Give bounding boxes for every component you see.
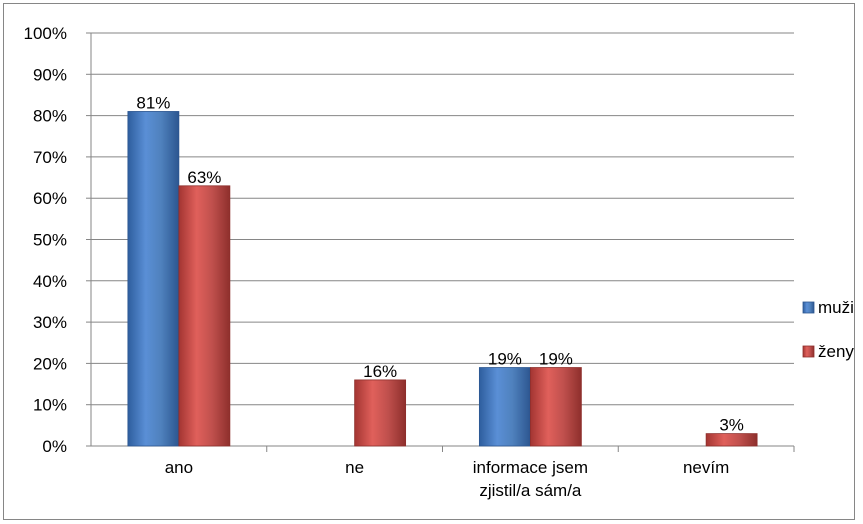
y-tick-label: 30% xyxy=(33,313,67,332)
y-tick-label: 0% xyxy=(42,437,67,456)
data-label: 3% xyxy=(719,416,744,435)
legend-swatch-ženy xyxy=(802,345,815,358)
y-tick-label: 70% xyxy=(33,148,67,167)
y-tick-label: 40% xyxy=(33,272,67,291)
data-label: 81% xyxy=(136,93,170,112)
data-labels: 81% 63% 16% 19% 19% 3% xyxy=(136,93,744,434)
data-label: 63% xyxy=(187,168,221,187)
y-tick-label: 50% xyxy=(33,231,67,250)
x-category-label-line: informace jsem xyxy=(473,458,588,477)
legend-label-muži: muži xyxy=(818,298,854,317)
y-tick-label: 10% xyxy=(33,396,67,415)
y-tick-label: 90% xyxy=(33,65,67,84)
legend-swatch-muži xyxy=(802,301,815,314)
legend-label-ženy: ženy xyxy=(818,342,854,361)
x-category-label: nevím xyxy=(683,458,729,477)
legend: muži ženy xyxy=(802,298,854,361)
y-tick-label: 100% xyxy=(24,24,67,43)
bar-ženy-ano xyxy=(178,185,231,447)
bar-ženy-informace jsem zjistil/a sám/a xyxy=(529,367,582,447)
y-tick-label: 60% xyxy=(33,189,67,208)
x-category-label-line: ne xyxy=(345,458,364,477)
bar-muži-informace jsem zjistil/a sám/a xyxy=(478,367,531,447)
x-category-label: ne xyxy=(345,458,364,477)
data-label: 19% xyxy=(488,350,522,369)
data-label: 19% xyxy=(539,350,573,369)
bar-muži-ano xyxy=(127,111,180,447)
bar-ženy-ne xyxy=(354,379,407,447)
x-category-label: informace jsem zjistil/a sám/a xyxy=(473,458,588,500)
x-category-label-line: nevím xyxy=(683,458,729,477)
bars xyxy=(127,111,758,447)
x-category-label: ano xyxy=(165,458,193,477)
y-tick-label: 20% xyxy=(33,354,67,373)
y-tick-label: 80% xyxy=(33,107,67,126)
data-label: 16% xyxy=(363,362,397,381)
x-category-label-line: zjistil/a sám/a xyxy=(479,481,582,500)
bar-ženy-nevím xyxy=(705,433,758,447)
x-category-label-line: ano xyxy=(165,458,193,477)
